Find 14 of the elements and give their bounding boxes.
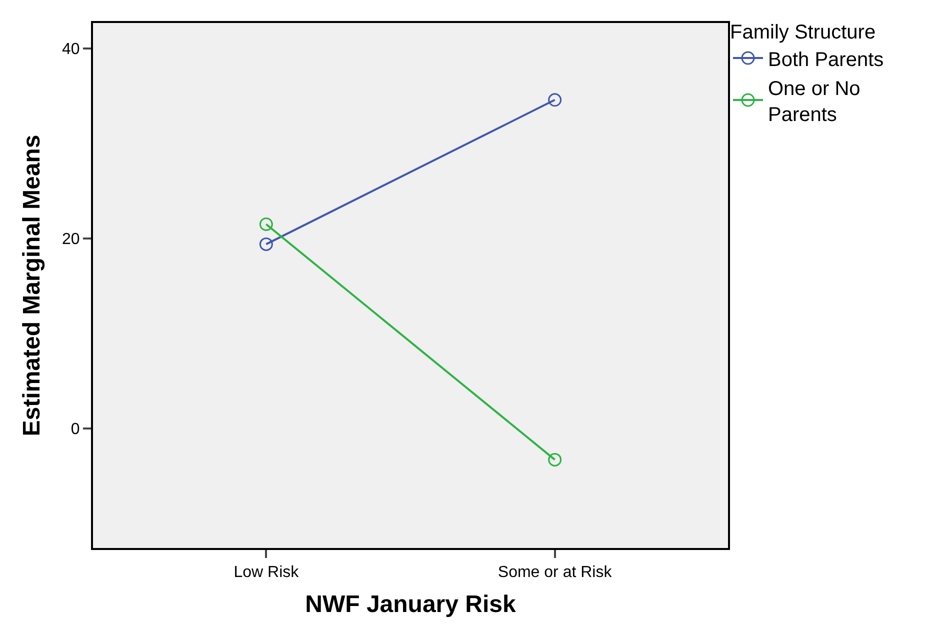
x-axis-title: NWF January Risk: [305, 591, 517, 618]
y-tick-label: 40: [62, 41, 80, 58]
x-tick-label: Some or at Risk: [498, 564, 613, 582]
point: [259, 237, 273, 251]
point: [548, 93, 562, 107]
legend-label: Both Parents: [768, 48, 884, 71]
y-tick-label: 20: [62, 231, 80, 248]
y-tick-label: 0: [70, 420, 80, 438]
point: [259, 218, 273, 232]
point: [548, 452, 562, 466]
y-axis-title: Estimated Marginal Means: [18, 134, 46, 436]
x-tick-label: Low Risk: [234, 564, 300, 582]
legend-title: Family Structure: [730, 22, 876, 44]
legend-label: One or No Parents: [768, 78, 860, 126]
